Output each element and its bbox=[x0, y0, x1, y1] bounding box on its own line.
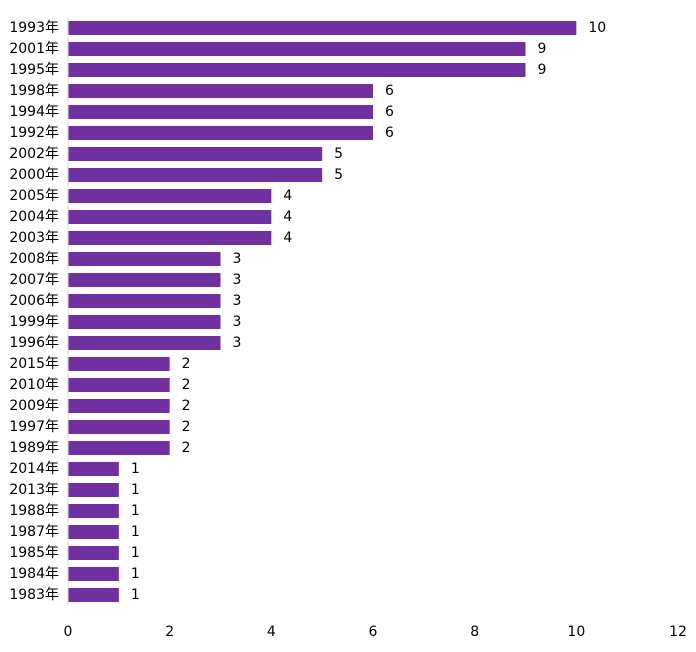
value-label: 5 bbox=[334, 146, 343, 162]
bar bbox=[68, 21, 577, 35]
value-label: 4 bbox=[283, 188, 292, 204]
bar bbox=[68, 42, 526, 56]
bar bbox=[68, 483, 119, 497]
value-label: 4 bbox=[283, 230, 292, 246]
value-label: 1 bbox=[131, 545, 140, 561]
value-label: 2 bbox=[182, 419, 191, 435]
category-label: 1984年 bbox=[9, 566, 59, 582]
value-labels: 10 9 9 6 6 6 5 5 4 4 4 3 3 3 3 3 2 2 2 2 2 1 1 1 1 1 1 1 bbox=[131, 20, 606, 603]
category-label: 1994年 bbox=[9, 104, 59, 120]
bar bbox=[68, 231, 272, 245]
category-label: 1996年 bbox=[9, 335, 59, 351]
value-label: 1 bbox=[131, 461, 140, 477]
value-label: 1 bbox=[131, 566, 140, 582]
bar bbox=[68, 462, 119, 476]
category-label: 2009年 bbox=[9, 398, 59, 414]
bar bbox=[68, 63, 526, 77]
x-tick-label: 0 bbox=[64, 624, 73, 640]
bar bbox=[68, 147, 323, 161]
value-label: 3 bbox=[233, 272, 242, 288]
category-label: 1987年 bbox=[9, 524, 59, 540]
category-label: 2013年 bbox=[9, 482, 59, 498]
value-label: 6 bbox=[385, 83, 394, 99]
x-axis: 0 2 4 6 8 10 12 bbox=[64, 17, 687, 640]
value-label: 6 bbox=[385, 104, 394, 120]
category-label: 2000年 bbox=[9, 167, 59, 183]
category-label: 2004年 bbox=[9, 209, 59, 225]
bar bbox=[68, 588, 119, 602]
value-label: 10 bbox=[588, 20, 606, 36]
x-tick-label: 4 bbox=[267, 624, 276, 640]
x-tick-label: 12 bbox=[669, 624, 687, 640]
value-label: 1 bbox=[131, 524, 140, 540]
bar bbox=[68, 105, 373, 119]
bar bbox=[68, 567, 119, 581]
category-label: 1997年 bbox=[9, 419, 59, 435]
value-label: 2 bbox=[182, 398, 191, 414]
value-label: 3 bbox=[233, 293, 242, 309]
value-label: 9 bbox=[538, 62, 547, 78]
category-label: 2006年 bbox=[9, 293, 59, 309]
bar bbox=[68, 273, 221, 287]
bar bbox=[68, 441, 170, 455]
value-label: 6 bbox=[385, 125, 394, 141]
bar bbox=[68, 378, 170, 392]
bar bbox=[68, 357, 170, 371]
x-tick-label: 2 bbox=[165, 624, 174, 640]
bar bbox=[68, 336, 221, 350]
category-label: 2005年 bbox=[9, 188, 59, 204]
category-labels: 1993年 2001年 1995年 1998年 1994年 1992年 2002年 2000年… bbox=[9, 20, 59, 603]
bar bbox=[68, 189, 272, 203]
bar bbox=[68, 168, 323, 182]
category-label: 2002年 bbox=[9, 146, 59, 162]
bar bbox=[68, 252, 221, 266]
bar bbox=[68, 315, 221, 329]
value-label: 5 bbox=[334, 167, 343, 183]
value-label: 3 bbox=[233, 251, 242, 267]
bar bbox=[68, 84, 373, 98]
category-label: 1999年 bbox=[9, 314, 59, 330]
category-label: 2015年 bbox=[9, 356, 59, 372]
category-label: 1985年 bbox=[9, 545, 59, 561]
bar bbox=[68, 504, 119, 518]
value-label: 2 bbox=[182, 356, 191, 372]
bar bbox=[68, 399, 170, 413]
category-label: 1983年 bbox=[9, 587, 59, 603]
category-label: 2014年 bbox=[9, 461, 59, 477]
bar bbox=[68, 126, 373, 140]
x-tick-label: 8 bbox=[470, 624, 479, 640]
category-label: 1988年 bbox=[9, 503, 59, 519]
bar bbox=[68, 210, 272, 224]
category-label: 2007年 bbox=[9, 272, 59, 288]
value-label: 2 bbox=[182, 377, 191, 393]
x-tick-label: 10 bbox=[567, 624, 585, 640]
value-label: 1 bbox=[131, 503, 140, 519]
category-label: 2010年 bbox=[9, 377, 59, 393]
category-label: 1992年 bbox=[9, 125, 59, 141]
value-label: 2 bbox=[182, 440, 191, 456]
category-label: 1995年 bbox=[9, 62, 59, 78]
category-label: 2001年 bbox=[9, 41, 59, 57]
bar bbox=[68, 546, 119, 560]
value-label: 4 bbox=[283, 209, 292, 225]
category-label: 1998年 bbox=[9, 83, 59, 99]
value-label: 1 bbox=[131, 482, 140, 498]
bars-group bbox=[68, 21, 577, 602]
value-label: 3 bbox=[233, 335, 242, 351]
value-label: 1 bbox=[131, 587, 140, 603]
value-label: 3 bbox=[233, 314, 242, 330]
category-label: 2008年 bbox=[9, 251, 59, 267]
value-label: 9 bbox=[538, 41, 547, 57]
category-label: 1993年 bbox=[9, 20, 59, 36]
bar bbox=[68, 525, 119, 539]
bar bbox=[68, 294, 221, 308]
category-label: 2003年 bbox=[9, 230, 59, 246]
category-label: 1989年 bbox=[9, 440, 59, 456]
x-tick-label: 6 bbox=[369, 624, 378, 640]
bar bbox=[68, 420, 170, 434]
